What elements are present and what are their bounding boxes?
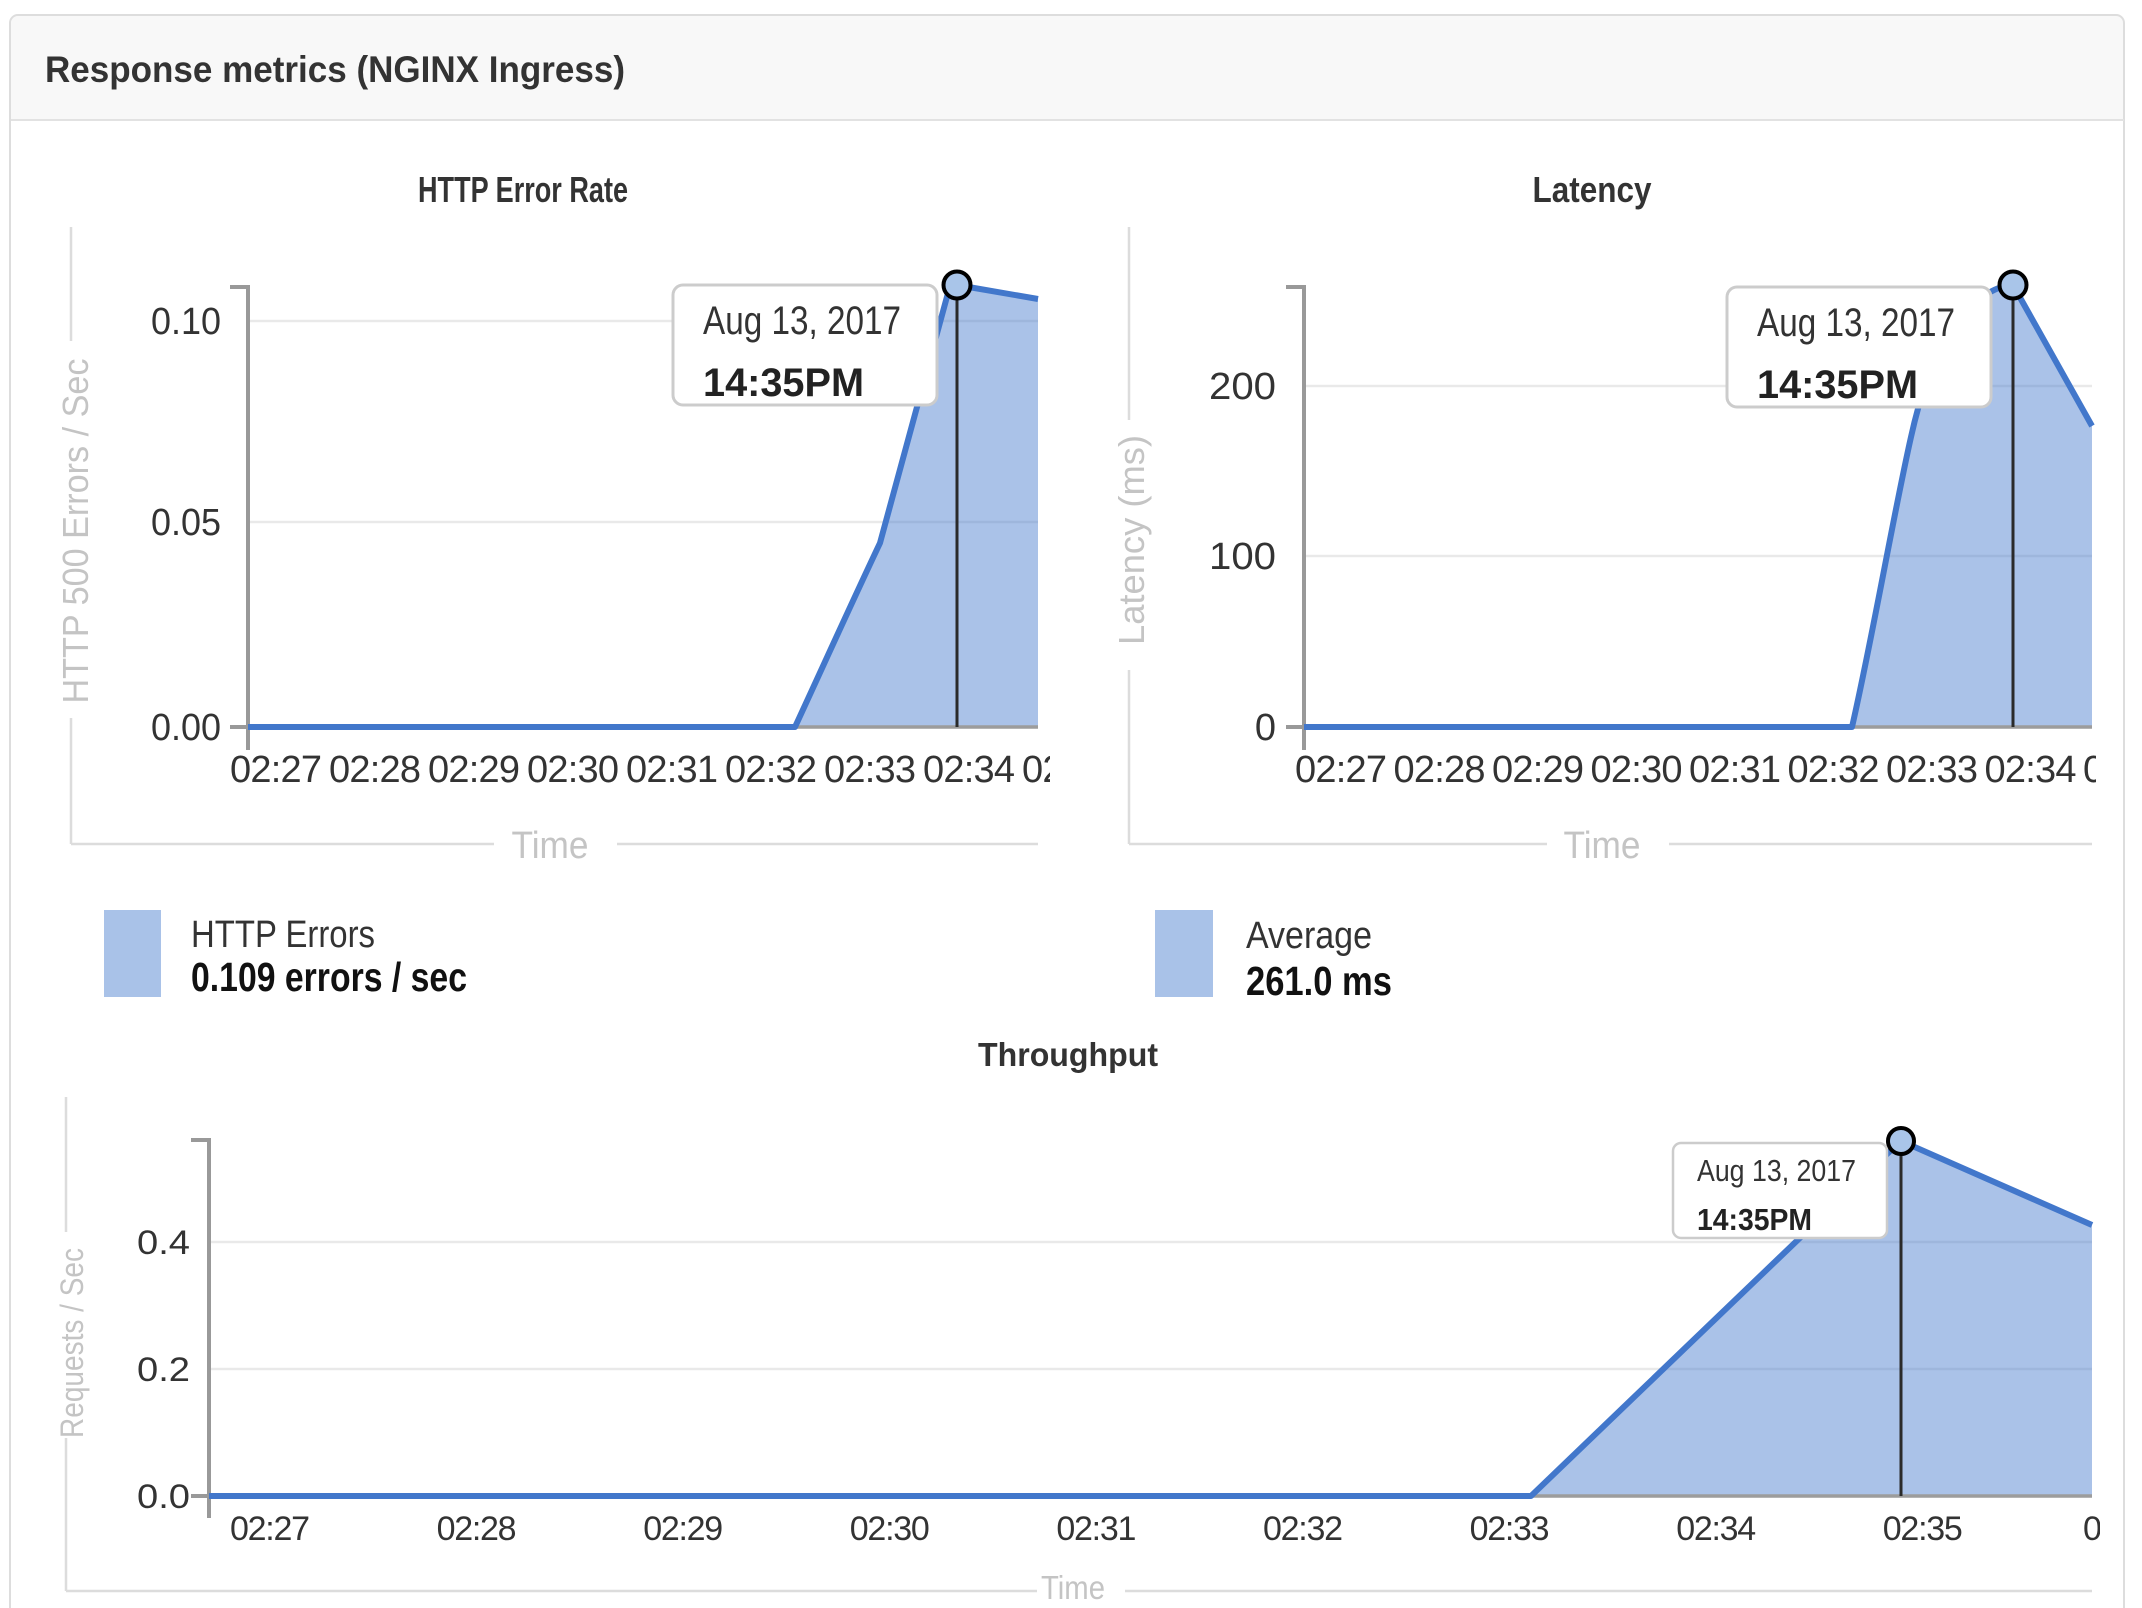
svg-text:02:33: 02:33 [1886,749,1978,791]
svg-text:02:32: 02:32 [725,749,817,791]
svg-text:Time: Time [512,825,589,867]
svg-text:0.05: 0.05 [151,502,221,544]
svg-text:Throughput: Throughput [978,1036,1158,1073]
svg-text:02:30: 02:30 [527,749,619,791]
svg-text:02:36: 02:36 [2083,1510,2142,1548]
svg-text:Latency (ms): Latency (ms) [1111,435,1152,645]
svg-text:Aug 13, 2017: Aug 13, 2017 [1697,1153,1856,1188]
svg-text:02:31: 02:31 [1689,749,1781,791]
svg-text:Response metrics (NGINX Ingres: Response metrics (NGINX Ingress) [45,49,625,90]
svg-text:Latency: Latency [1533,169,1652,210]
svg-text:02:29: 02:29 [428,749,520,791]
svg-text:0.10: 0.10 [151,301,221,343]
svg-text:14:35PM: 14:35PM [1697,1202,1812,1237]
svg-text:02:29: 02:29 [643,1510,723,1548]
svg-text:02:32: 02:32 [1788,749,1880,791]
svg-text:02:31: 02:31 [626,749,718,791]
svg-text:HTTP Errors: HTTP Errors [191,914,375,956]
svg-text:02:27: 02:27 [230,1510,310,1548]
svg-text:Time: Time [1041,1569,1105,1606]
svg-text:HTTP 500 Errors / Sec: HTTP 500 Errors / Sec [55,359,96,704]
svg-text:200: 200 [1209,366,1276,408]
svg-text:0.2: 0.2 [137,1351,190,1389]
svg-text:100: 100 [1209,536,1276,578]
svg-text:0.109 errors / sec: 0.109 errors / sec [191,954,467,1000]
svg-text:02:33: 02:33 [1470,1510,1550,1548]
svg-text:02:27: 02:27 [230,749,322,791]
svg-text:02:29: 02:29 [1492,749,1584,791]
svg-text:02:35: 02:35 [2083,749,2142,791]
svg-text:14:35PM: 14:35PM [703,361,864,405]
svg-text:Aug 13, 2017: Aug 13, 2017 [703,299,901,343]
svg-text:0.4: 0.4 [137,1224,190,1262]
svg-text:02:35: 02:35 [1883,1510,1963,1548]
svg-text:02:32: 02:32 [1263,1510,1343,1548]
svg-text:02:34: 02:34 [1676,1510,1756,1548]
svg-text:02:28: 02:28 [1394,749,1486,791]
svg-text:02:27: 02:27 [1295,749,1387,791]
svg-text:261.0 ms: 261.0 ms [1246,958,1392,1004]
svg-text:02:33: 02:33 [824,749,916,791]
svg-text:02:34: 02:34 [1985,749,2077,791]
svg-text:0.00: 0.00 [151,707,221,749]
svg-text:0.0: 0.0 [137,1478,190,1516]
svg-text:02:34: 02:34 [923,749,1015,791]
svg-text:02:35: 02:35 [1022,749,1114,791]
svg-text:Aug 13, 2017: Aug 13, 2017 [1757,301,1955,345]
svg-text:Requests / Sec: Requests / Sec [54,1248,90,1438]
svg-text:02:30: 02:30 [850,1510,930,1548]
svg-text:Time: Time [1564,825,1641,867]
svg-text:02:30: 02:30 [1591,749,1683,791]
svg-text:0: 0 [1255,707,1276,749]
svg-text:02:28: 02:28 [329,749,421,791]
svg-text:Average: Average [1246,915,1372,957]
svg-text:14:35PM: 14:35PM [1757,363,1918,407]
svg-text:02:31: 02:31 [1056,1510,1136,1548]
svg-text:HTTP Error Rate: HTTP Error Rate [418,169,628,210]
svg-text:02:28: 02:28 [437,1510,517,1548]
